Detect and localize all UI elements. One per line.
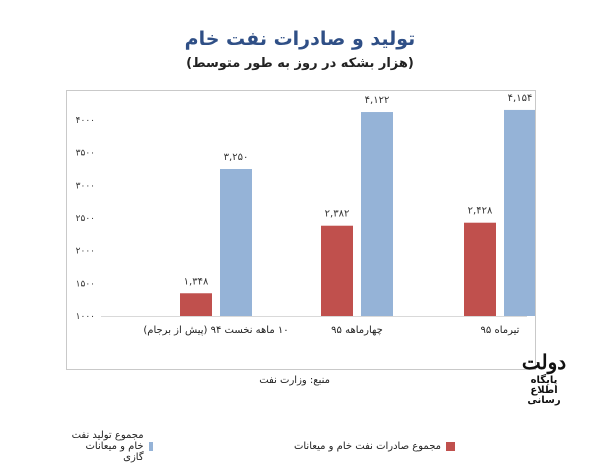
legend-label-production: مجموع تولید نفت خام و میعانات گازی: [71, 429, 144, 463]
data-label: ۳,۲۵۰: [224, 152, 249, 163]
legend-item-production: مجموع تولید نفت خام و میعانات گازی: [67, 430, 153, 463]
logo-text-main: دولت: [521, 350, 567, 374]
bar-production: [504, 109, 535, 317]
y-tick-label: ۱۵۰۰: [76, 279, 95, 289]
y-tick-label: ۱۰۰۰: [76, 312, 95, 322]
chart-subtitle: (هزار بشکه در روز به طور متوسط): [186, 56, 414, 71]
y-tick-label: ۲۰۰۰: [76, 247, 95, 257]
data-label: ۴,۱۲۲: [365, 95, 390, 106]
y-tick-label: ۳۵۰۰: [76, 149, 95, 159]
bar-exports: [180, 293, 212, 316]
dolat-logo: دولت پایگاه اطلاع رسانی: [516, 352, 572, 406]
chart-title: تولید و صادرات نفت خام: [184, 28, 416, 50]
x-category-label: تیرماه ۹۵: [481, 325, 520, 336]
legend-item-exports: مجموع صادرات نفت خام و میعانات: [294, 439, 455, 453]
y-tick-label: ۲۵۰۰: [76, 214, 95, 224]
bar-exports: [464, 222, 496, 316]
data-label: ۱,۳۴۸: [184, 276, 209, 287]
y-tick-label: ۴۰۰۰: [76, 116, 95, 126]
bar-exports: [321, 225, 353, 316]
x-category-label: ۱۰ ماهه نخست ۹۴ (پیش از برجام): [143, 325, 288, 336]
bar-chart: ۱۰۰۰ ۱۵۰۰ ۲۰۰۰ ۲۵۰۰ ۳۰۰۰ ۳۵۰۰ ۴۰۰۰ ۱,۳۴۸ ۳,۲۵۰ ۱۰…: [76, 93, 535, 336]
data-label: ۲,۳۸۲: [325, 209, 350, 220]
data-label: ۲,۴۲۸: [468, 206, 493, 217]
bar-production: [361, 112, 393, 317]
data-label: ۴,۱۵۴: [508, 93, 533, 104]
y-tick-label: ۳۰۰۰: [76, 181, 95, 191]
bar-production: [220, 169, 252, 316]
logo-text-sub: پایگاه اطلاع رسانی: [527, 375, 561, 406]
source-note: منبع: وزارت نفت: [259, 375, 330, 386]
legend-swatch-exports: [446, 441, 455, 451]
legend-swatch-production: [148, 441, 153, 451]
legend-label-exports: مجموع صادرات نفت خام و میعانات: [293, 440, 441, 452]
x-category-label: چهارماهه ۹۵: [331, 325, 383, 336]
chart-frame: ۱۰۰۰ ۱۵۰۰ ۲۰۰۰ ۲۵۰۰ ۳۰۰۰ ۳۵۰۰ ۴۰۰۰ ۱,۳۴۸ ۳,۲۵۰ ۱۰…: [66, 90, 536, 463]
